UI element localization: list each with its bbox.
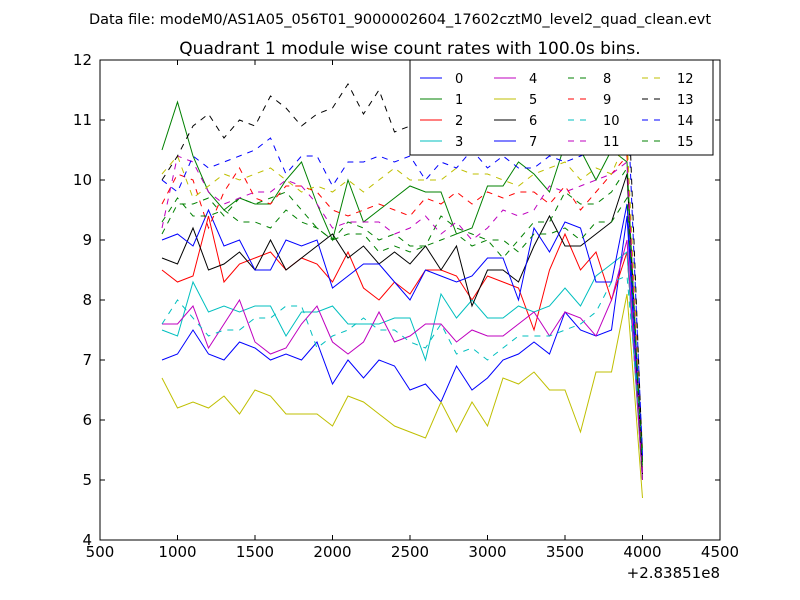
series-line-8 <box>161 166 643 469</box>
series-layer <box>161 58 643 499</box>
y-tick-label: 7 <box>82 351 92 369</box>
y-tick-label: 12 <box>73 51 92 69</box>
x-tick-label: 3500 <box>546 543 584 561</box>
suptitle: Data file: modeM0/AS1A05_056T01_90000026… <box>89 12 711 28</box>
series-line-3 <box>161 251 643 481</box>
series-line-9 <box>161 154 643 469</box>
x-tick-label: 4500 <box>701 543 739 561</box>
series-line-6 <box>161 173 643 475</box>
series-line-0 <box>161 215 643 475</box>
x-tick-label: 1000 <box>158 543 196 561</box>
y-tick-label: 5 <box>82 471 92 489</box>
x-tick-label: 1500 <box>236 543 274 561</box>
axes: 500 1000 1500 2000 2500 3000 3500 4000 4500 4 5 6 7 8… <box>73 51 739 561</box>
legend-label: 3 <box>455 135 463 150</box>
y-tick-label: 9 <box>82 231 92 249</box>
y-tick-label: 6 <box>82 411 92 429</box>
x-tick-label: 500 <box>86 543 115 561</box>
series-line-5 <box>161 293 643 499</box>
legend-label: 1 <box>455 93 463 108</box>
x-offset-label: +2.83851e8 <box>627 564 720 582</box>
legend-label: 9 <box>603 93 611 108</box>
legend-label: 5 <box>529 93 537 108</box>
legend-label: 14 <box>677 114 694 129</box>
x-tick-label: 2000 <box>313 543 351 561</box>
legend-label: 4 <box>529 72 537 87</box>
y-tick-label: 8 <box>82 291 92 309</box>
series-line-4 <box>162 239 643 481</box>
legend-label: 2 <box>455 114 463 129</box>
x-tick-label: 3000 <box>468 543 506 561</box>
x-tick-label: 4000 <box>623 543 661 561</box>
y-tick-label: 4 <box>82 531 92 549</box>
series-line-12 <box>161 137 643 451</box>
legend-label: 13 <box>677 93 694 108</box>
y-tick-label: 11 <box>73 111 92 129</box>
legend-label: 8 <box>603 72 611 87</box>
legend-label: 15 <box>677 135 694 150</box>
x-tick-label: 2500 <box>391 543 429 561</box>
legend-frame <box>409 59 714 156</box>
y-tick-label: 10 <box>73 171 92 189</box>
legend-label: 11 <box>603 135 620 150</box>
legend-label: 0 <box>455 72 463 87</box>
legend-label: 12 <box>677 72 694 87</box>
chart-title: Quadrant 1 module wise count rates with … <box>179 39 640 59</box>
legend-label: 10 <box>603 114 620 129</box>
legend-label: 7 <box>529 135 537 150</box>
series-line-13 <box>161 58 643 463</box>
legend-label: 6 <box>529 114 537 129</box>
series-line-10 <box>161 275 643 451</box>
series-line-7 <box>161 203 643 451</box>
